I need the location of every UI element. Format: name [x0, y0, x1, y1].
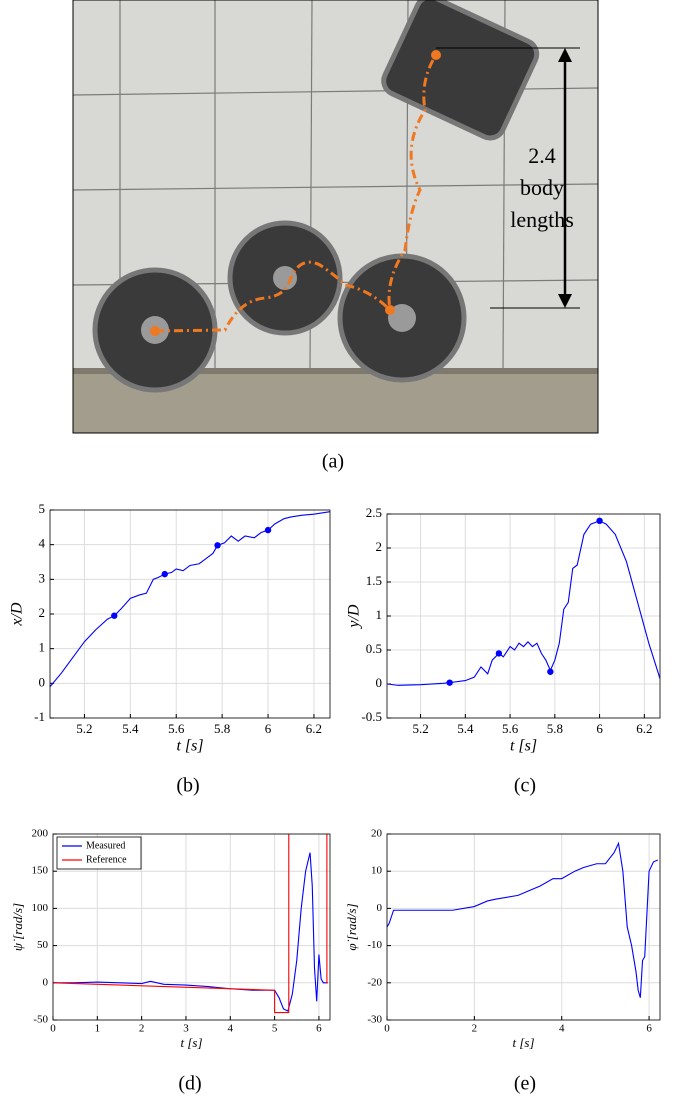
plot-frame: [386, 513, 661, 719]
y-tick-label: 3: [39, 570, 46, 585]
x-tick-label: 0: [384, 1023, 390, 1035]
plot-area: [50, 511, 330, 688]
y-tick-label: 50: [37, 939, 49, 951]
series-line: [53, 834, 328, 1014]
plot-frame: [386, 833, 661, 1021]
x-tick-label: 4: [228, 1023, 234, 1035]
y-tick-label: 0: [377, 902, 383, 914]
marker: [446, 679, 453, 686]
y-tick-label: 1.5: [366, 573, 382, 588]
photo-border: [72, 0, 599, 434]
y-tick-label: -50: [33, 1014, 48, 1026]
x-tick-label: 5.8: [547, 721, 563, 736]
y-tick-label: 4: [39, 536, 46, 551]
x-tick-label: 5: [272, 1023, 278, 1035]
caption: (b): [176, 775, 199, 797]
x-tick-label: 2: [472, 1023, 478, 1035]
y-tick-label: 2: [376, 539, 383, 554]
x-tick-label: 5.6: [168, 721, 185, 736]
x-tick-label: 6: [596, 721, 603, 736]
y-tick-label: 150: [32, 865, 49, 877]
y-tick-label: 0: [43, 976, 49, 988]
x-tick-label: 4: [559, 1023, 565, 1035]
y-tick-label: -10: [367, 939, 382, 951]
plot-area: [387, 841, 659, 998]
plot-frame: [52, 833, 331, 1021]
x-tick-label: 3: [183, 1023, 189, 1035]
plot-frame: [49, 509, 331, 719]
x-tick-label: 6: [316, 1023, 322, 1035]
photo: [73, 0, 598, 433]
x-axis-label: t [s]: [176, 738, 203, 755]
marker: [111, 612, 118, 619]
series-line: [53, 852, 328, 1012]
legend-label: Reference: [86, 854, 127, 865]
y-axis-label: φ̇ [rad/s]: [344, 903, 359, 950]
x-axis-label: t [s]: [510, 738, 537, 755]
annotation: lengths: [510, 207, 574, 232]
caption: (c): [514, 775, 536, 797]
x-tick-label: 6.2: [636, 721, 652, 736]
y-axis-label: ψ̇ [rad/s]: [10, 903, 25, 951]
x-axis-label: t [s]: [180, 1035, 202, 1050]
plot-area: [53, 834, 328, 1014]
y-axis-label: x/D: [9, 602, 26, 627]
x-tick-label: 5.2: [76, 721, 92, 736]
y-tick-label: 5: [39, 501, 46, 516]
y-tick-label: 0: [39, 674, 46, 689]
series-line: [387, 520, 660, 686]
x-axis-label: t [s]: [512, 1035, 534, 1050]
marker: [596, 517, 603, 524]
annotation: body: [520, 175, 564, 200]
y-tick-label: -30: [367, 1014, 382, 1026]
marker: [495, 650, 503, 657]
y-tick-label: 2: [39, 605, 46, 620]
marker: [547, 668, 554, 675]
y-tick-label: 10: [371, 865, 383, 877]
series-line: [50, 511, 330, 688]
y-tick-label: -20: [367, 976, 382, 988]
x-tick-label: 0: [50, 1023, 56, 1035]
y-tick-label: 100: [32, 902, 49, 914]
x-tick-label: 6.2: [306, 721, 322, 736]
caption: (a): [322, 451, 344, 473]
marker: [214, 542, 221, 549]
y-tick-label: 0.5: [366, 641, 382, 656]
caption: (e): [514, 1073, 536, 1095]
legend-box: [56, 836, 142, 870]
x-tick-label: 6: [646, 1023, 652, 1035]
y-tick-label: 200: [32, 828, 49, 840]
x-tick-label: 6: [265, 721, 272, 736]
series-line: [387, 841, 659, 998]
y-tick-label: -1: [34, 709, 45, 724]
annotation: 2.4: [528, 143, 556, 168]
x-tick-label: 2: [139, 1023, 145, 1035]
plot-area: [387, 517, 660, 686]
y-tick-label: -0.5: [361, 709, 382, 724]
y-tick-label: 2.5: [366, 505, 382, 520]
y-tick-label: 0: [376, 675, 383, 690]
marker: [161, 570, 168, 578]
caption: (d): [178, 1073, 201, 1095]
x-tick-label: 5.8: [214, 721, 230, 736]
x-tick-label: 1: [95, 1023, 101, 1035]
x-tick-label: 5.4: [122, 721, 139, 736]
x-tick-label: 5.2: [412, 721, 428, 736]
y-tick-label: 1: [39, 640, 46, 655]
x-tick-label: 5.6: [502, 721, 519, 736]
y-tick-label: 20: [371, 828, 383, 840]
y-axis-label: y/D: [346, 604, 363, 630]
y-tick-label: 1: [376, 607, 383, 622]
marker: [264, 526, 272, 534]
legend-label: Measured: [86, 840, 125, 851]
x-tick-label: 5.4: [457, 721, 474, 736]
